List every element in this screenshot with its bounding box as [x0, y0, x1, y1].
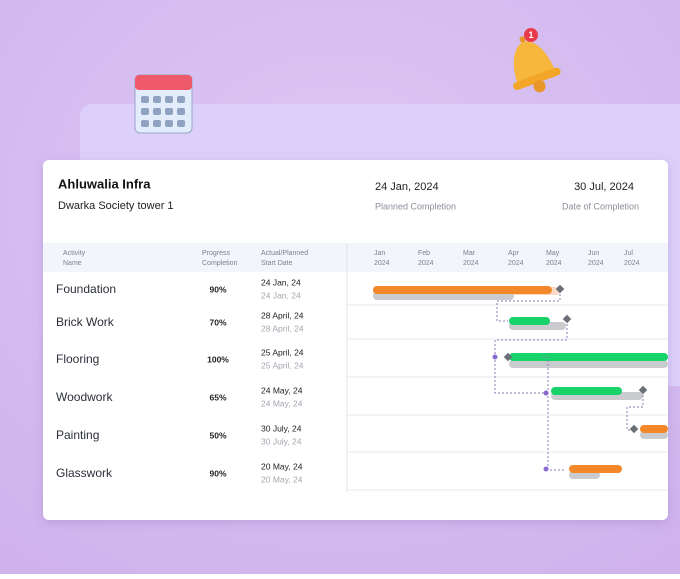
connector-dot [492, 354, 498, 360]
notification-count: 1 [528, 30, 533, 40]
month-header: Jun [588, 250, 599, 257]
actual-date: 24 May, 24 [261, 385, 303, 395]
diamond [562, 314, 572, 324]
gantt-bar [509, 317, 550, 325]
column-header: Activity [63, 250, 86, 257]
gantt-bar [569, 465, 622, 473]
dependency-line [543, 356, 566, 471]
connector-dot [543, 390, 549, 396]
diamond [629, 424, 639, 434]
company-name: Ahluwalia Infra [58, 176, 151, 191]
completion-label: Date of Completion [562, 201, 639, 211]
notification-badge [524, 28, 538, 42]
planned-date: 30 July, 24 [261, 436, 302, 446]
activity-name: Woodwork [56, 390, 113, 404]
month-header: 2024 [418, 260, 434, 267]
diamond [638, 385, 648, 395]
month-header: Apr [508, 250, 520, 257]
planned-date: 25 April, 24 [261, 360, 304, 370]
gantt-bar [640, 425, 668, 433]
planned-date: 24 Jan, 24 [261, 290, 301, 300]
actual-date: 28 April, 24 [261, 310, 304, 320]
gantt-bar [509, 353, 668, 361]
bell-icon [513, 36, 561, 93]
progress: 50% [209, 430, 226, 440]
month-header: Mar [463, 250, 476, 257]
dependency-line [494, 320, 568, 394]
progress: 90% [209, 284, 226, 294]
activity-name: Painting [56, 428, 99, 442]
calendar-icon [134, 74, 193, 134]
month-header: 2024 [508, 260, 524, 267]
progress: 70% [209, 317, 226, 327]
month-header: 2024 [546, 260, 562, 267]
month-header: 2024 [374, 260, 390, 267]
month-header: 2024 [624, 260, 640, 267]
diamond [555, 284, 565, 294]
month-header: May [546, 250, 560, 257]
actual-date: 20 May, 24 [261, 461, 303, 471]
table-header [43, 243, 668, 272]
gantt-bar [509, 360, 668, 368]
column-header: Actual/Planned [261, 250, 308, 257]
month-header: 2024 [588, 260, 604, 267]
gantt-bar [373, 286, 552, 294]
activity-name: Foundation [56, 282, 116, 296]
column-header: Completion [202, 260, 238, 267]
planned-date: 24 Jan, 2024 [375, 181, 439, 193]
actual-date: 30 July, 24 [261, 423, 302, 433]
actual-date: 25 April, 24 [261, 347, 304, 357]
progress: 90% [209, 468, 226, 478]
planned-date: 24 May, 24 [261, 398, 303, 408]
progress: 100% [207, 354, 229, 364]
column-header: Name [63, 260, 82, 267]
project-name: Dwarka Society tower 1 [58, 200, 174, 212]
month-header: Jan [374, 250, 385, 257]
month-header: 2024 [463, 260, 479, 267]
month-header: Jul [624, 250, 633, 257]
progress: 65% [209, 392, 226, 402]
column-header: Progress [202, 250, 231, 257]
activity-name: Flooring [56, 352, 99, 366]
gantt-bar [551, 387, 622, 395]
planned-label: Planned Completion [375, 201, 456, 211]
planned-date: 28 April, 24 [261, 323, 304, 333]
diamond [503, 352, 513, 362]
dependency-line [496, 290, 561, 322]
connector-dot [543, 466, 549, 472]
column-header: Start Date [261, 260, 293, 267]
activity-name: Glasswork [56, 466, 113, 480]
dependency-line [626, 391, 644, 431]
actual-date: 24 Jan, 24 [261, 277, 301, 287]
completion-date: 30 Jul, 2024 [574, 181, 634, 193]
planned-date: 20 May, 24 [261, 474, 303, 484]
month-header: Feb [418, 250, 430, 257]
activity-name: Brick Work [56, 315, 115, 329]
